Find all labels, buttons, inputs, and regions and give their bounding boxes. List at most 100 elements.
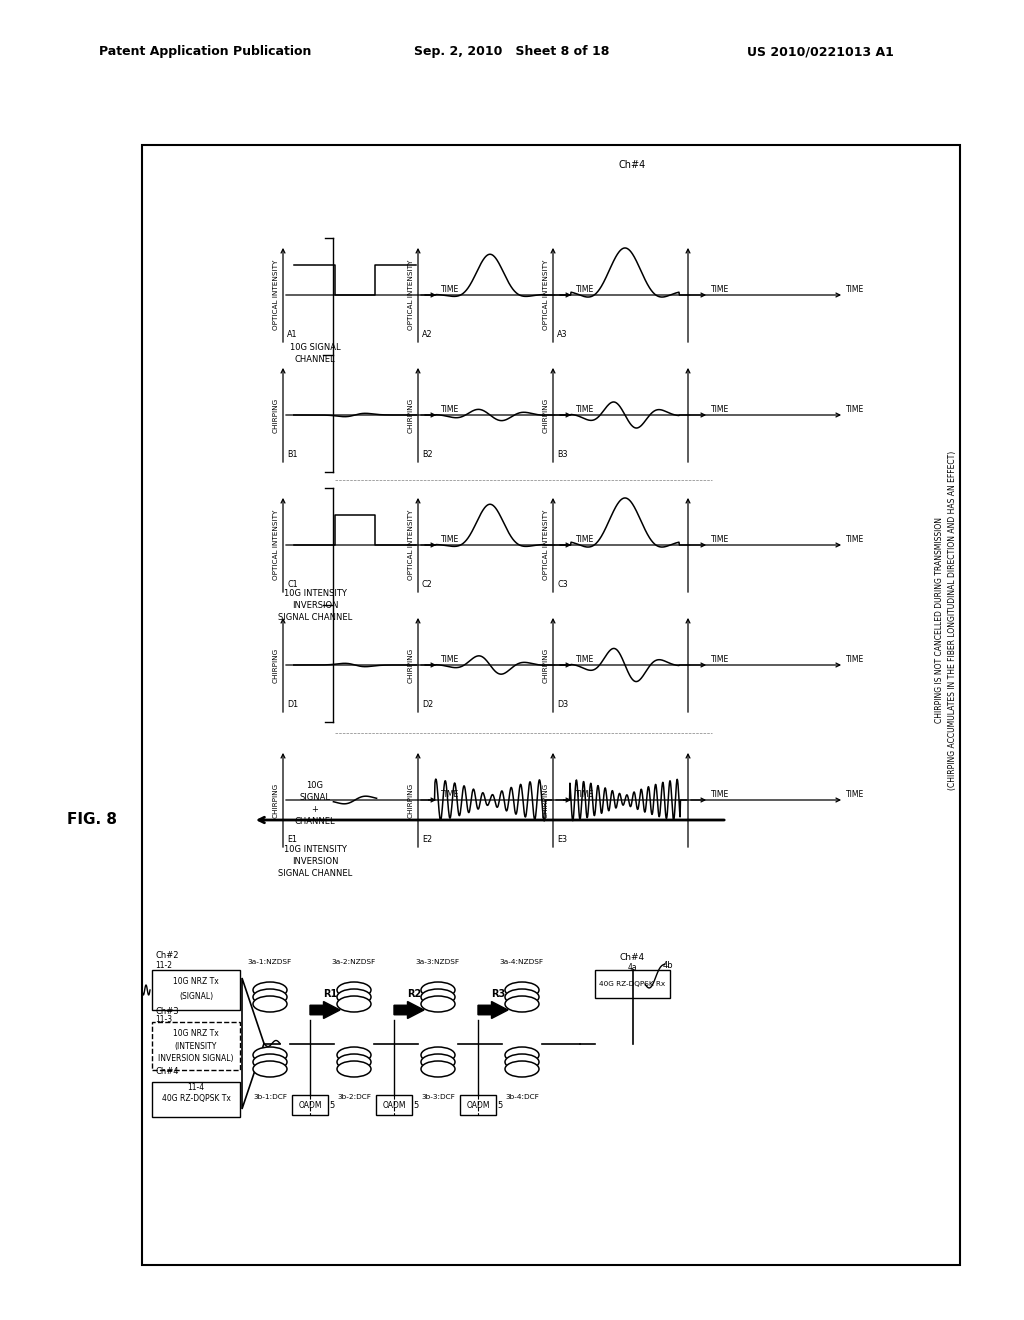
Polygon shape: [478, 1002, 508, 1019]
Ellipse shape: [253, 1061, 287, 1077]
Bar: [292, 1096, 328, 1115]
Ellipse shape: [253, 1047, 287, 1063]
Ellipse shape: [253, 1053, 287, 1071]
Text: CHIRPING IS NOT CANCELLED DURING TRANSMISSION: CHIRPING IS NOT CANCELLED DURING TRANSMI…: [936, 517, 944, 723]
Ellipse shape: [421, 982, 455, 998]
Ellipse shape: [505, 997, 539, 1012]
Polygon shape: [310, 1002, 340, 1019]
Bar: [595, 970, 670, 998]
Text: SIGNAL CHANNEL: SIGNAL CHANNEL: [278, 612, 352, 622]
Text: OADM: OADM: [298, 1101, 322, 1110]
Text: Ch#4: Ch#4: [620, 953, 645, 962]
Ellipse shape: [337, 1053, 371, 1071]
Text: TIME: TIME: [441, 285, 459, 294]
Ellipse shape: [337, 1061, 371, 1077]
Text: 3b-3:DCF: 3b-3:DCF: [421, 1094, 455, 1100]
Text: OPTICAL INTENSITY: OPTICAL INTENSITY: [543, 260, 549, 330]
Text: CHIRPING: CHIRPING: [543, 397, 549, 433]
Text: CHIRPING: CHIRPING: [408, 647, 414, 682]
Text: 10G NRZ Tx: 10G NRZ Tx: [173, 978, 219, 986]
Ellipse shape: [505, 982, 539, 998]
Ellipse shape: [337, 997, 371, 1012]
Ellipse shape: [253, 997, 287, 1012]
Text: 11-4: 11-4: [187, 1082, 205, 1092]
Text: CHIRPING: CHIRPING: [543, 783, 549, 817]
Text: 10G SIGNAL: 10G SIGNAL: [290, 342, 340, 351]
Text: A2: A2: [422, 330, 432, 339]
Ellipse shape: [337, 1047, 371, 1063]
Text: TIME: TIME: [575, 655, 594, 664]
Text: TIME: TIME: [575, 535, 594, 544]
Text: TIME: TIME: [711, 285, 729, 294]
Text: SIGNAL CHANNEL: SIGNAL CHANNEL: [278, 870, 352, 879]
Text: 3a-3:NZDSF: 3a-3:NZDSF: [416, 960, 460, 965]
Text: D1: D1: [287, 700, 298, 709]
Text: Sep. 2, 2010   Sheet 8 of 18: Sep. 2, 2010 Sheet 8 of 18: [415, 45, 609, 58]
Text: (INTENSITY: (INTENSITY: [175, 1041, 217, 1051]
Ellipse shape: [421, 997, 455, 1012]
Text: 10G INTENSITY: 10G INTENSITY: [284, 589, 346, 598]
Text: US 2010/0221013 A1: US 2010/0221013 A1: [746, 45, 893, 58]
Text: 5: 5: [414, 1101, 419, 1110]
Text: 40G RZ-DQPSK Rx: 40G RZ-DQPSK Rx: [599, 981, 666, 987]
Text: 13: 13: [262, 1051, 272, 1060]
Text: 5: 5: [330, 1101, 335, 1110]
Bar: [152, 970, 240, 1010]
Ellipse shape: [505, 1053, 539, 1071]
Ellipse shape: [505, 989, 539, 1005]
Text: B1: B1: [287, 450, 298, 459]
Bar: [460, 1096, 496, 1115]
Text: (CHIRPING ACCUMULATES IN THE FIBER LONGITUDINAL DIRECTION AND HAS AN EFFECT): (CHIRPING ACCUMULATES IN THE FIBER LONGI…: [947, 450, 956, 789]
Text: INVERSION SIGNAL): INVERSION SIGNAL): [159, 1053, 233, 1063]
Text: R3: R3: [490, 989, 505, 999]
Ellipse shape: [505, 1061, 539, 1077]
Ellipse shape: [421, 1053, 455, 1071]
Text: C3: C3: [557, 579, 567, 589]
Text: TIME: TIME: [441, 789, 459, 799]
Text: OPTICAL INTENSITY: OPTICAL INTENSITY: [408, 510, 414, 581]
Text: 11-2: 11-2: [155, 961, 172, 970]
Text: Ch#3: Ch#3: [155, 1007, 178, 1016]
Ellipse shape: [253, 982, 287, 998]
Text: TIME: TIME: [575, 405, 594, 414]
Text: CHIRPING: CHIRPING: [543, 647, 549, 682]
Text: TIME: TIME: [441, 405, 459, 414]
Text: 10G: 10G: [306, 781, 324, 791]
Text: TIME: TIME: [441, 535, 459, 544]
Text: 4b: 4b: [663, 961, 674, 969]
Ellipse shape: [421, 1047, 455, 1063]
Text: B3: B3: [557, 450, 567, 459]
Text: CHIRPING: CHIRPING: [273, 397, 279, 433]
Text: E1: E1: [287, 836, 297, 843]
Text: TIME: TIME: [846, 655, 864, 664]
Text: C1: C1: [287, 579, 298, 589]
Text: R2: R2: [407, 989, 421, 999]
Ellipse shape: [421, 989, 455, 1005]
Text: TIME: TIME: [846, 405, 864, 414]
Text: Ch#2: Ch#2: [155, 952, 178, 961]
Text: 3b-1:DCF: 3b-1:DCF: [253, 1094, 287, 1100]
Text: 11-3: 11-3: [155, 1015, 172, 1024]
Text: OPTICAL INTENSITY: OPTICAL INTENSITY: [408, 260, 414, 330]
Text: INVERSION: INVERSION: [292, 601, 338, 610]
Text: 3a-1:NZDSF: 3a-1:NZDSF: [248, 960, 292, 965]
Text: CHANNEL: CHANNEL: [295, 817, 335, 826]
Text: TIME: TIME: [441, 655, 459, 664]
Text: OADM: OADM: [382, 1101, 406, 1110]
Text: INVERSION: INVERSION: [292, 858, 338, 866]
Text: 4a: 4a: [628, 962, 637, 972]
Text: C2: C2: [422, 579, 433, 589]
Text: A1: A1: [287, 330, 298, 339]
Ellipse shape: [421, 1061, 455, 1077]
Text: Ch#4: Ch#4: [155, 1068, 178, 1077]
Text: TIME: TIME: [711, 535, 729, 544]
Text: TIME: TIME: [575, 285, 594, 294]
Text: TIME: TIME: [711, 405, 729, 414]
Text: TIME: TIME: [846, 789, 864, 799]
Text: D2: D2: [422, 700, 433, 709]
Text: 3a-4:NZDSF: 3a-4:NZDSF: [500, 960, 544, 965]
Text: CHIRPING: CHIRPING: [273, 647, 279, 682]
Text: D3: D3: [557, 700, 568, 709]
Text: A3: A3: [557, 330, 567, 339]
Text: TIME: TIME: [711, 789, 729, 799]
